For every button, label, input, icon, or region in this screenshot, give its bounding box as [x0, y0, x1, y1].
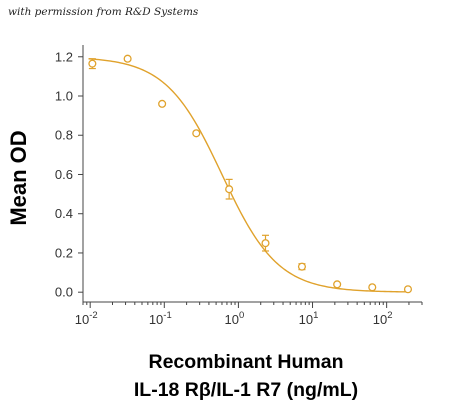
- data-point: [333, 280, 342, 289]
- x-axis-title-line-1: Recombinant Human: [148, 351, 343, 373]
- data-point: [123, 54, 132, 63]
- y-tick-label: 1.0: [55, 89, 73, 104]
- data-point: [225, 185, 234, 194]
- data-point: [158, 99, 167, 108]
- x-tick-label: 101: [299, 310, 319, 327]
- x-tick-label: 100: [225, 310, 245, 327]
- data-point: [403, 285, 413, 294]
- fit-curve-line: [88, 58, 409, 293]
- data-point: [368, 283, 377, 292]
- data-points: [88, 54, 413, 294]
- y-tick-label: 0.0: [55, 285, 73, 300]
- x-tick-label: 10-1: [149, 310, 172, 327]
- x-axis-title-line-2: IL-18 Rβ/IL-1 R7 (ng/mL): [134, 379, 358, 401]
- x-tick-label: 102: [373, 310, 393, 327]
- data-point: [261, 239, 270, 248]
- y-tick-label: 0.2: [55, 245, 73, 260]
- data-point: [192, 129, 201, 138]
- y-tick-label: 1.2: [55, 49, 73, 64]
- y-axis-title: Mean OD: [6, 130, 31, 225]
- fit-curve: [88, 58, 409, 293]
- y-tick-label: 0.4: [55, 206, 73, 221]
- y-axis: 0.0 0.2 0.4 0.6 0.8 1.0 1.2: [55, 45, 84, 302]
- x-axis: 10-2 10-1 100 101 102: [75, 301, 423, 327]
- credit-text: with permission from R&D Systems: [8, 6, 199, 18]
- y-tick-label: 0.6: [55, 167, 73, 182]
- x-tick-label: 10-2: [75, 310, 98, 327]
- data-point: [88, 59, 97, 68]
- data-point: [297, 262, 307, 271]
- y-tick-label: 0.8: [55, 128, 73, 143]
